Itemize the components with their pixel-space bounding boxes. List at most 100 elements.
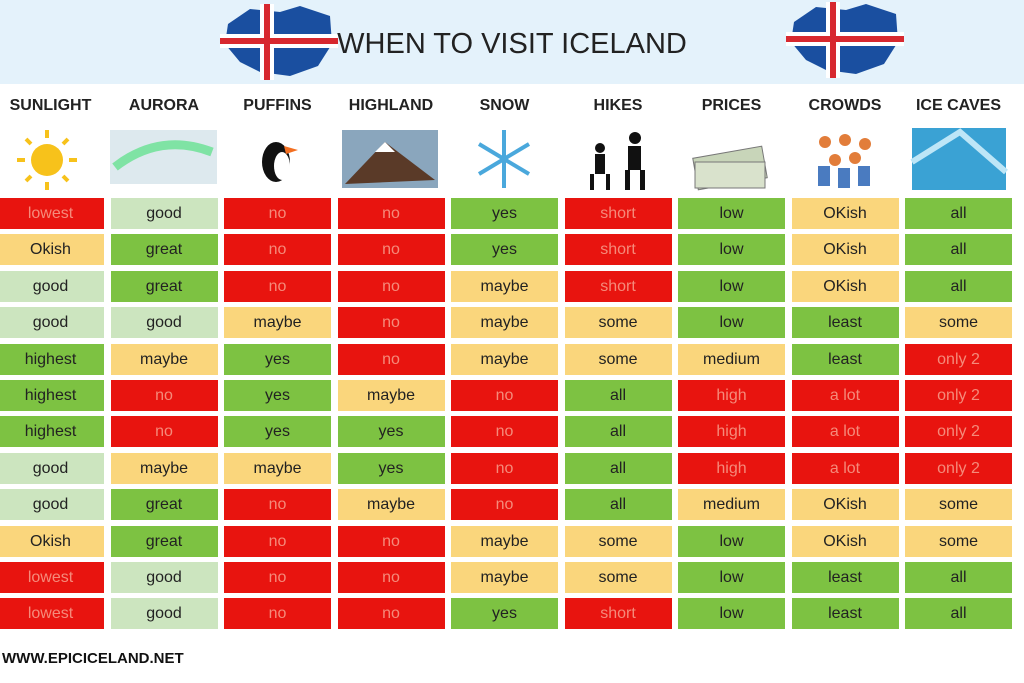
table-cell: maybe: [224, 452, 331, 484]
table-cell: highest: [0, 343, 104, 375]
table-cell: some: [564, 307, 672, 339]
table-cell: no: [224, 198, 331, 229]
table-cell: OKish: [791, 270, 899, 302]
table-cell: some: [905, 307, 1012, 339]
table-cell: no: [110, 416, 218, 448]
table-cell: a lot: [791, 380, 899, 411]
table-cell: maybe: [451, 562, 558, 593]
table-cell: great: [110, 234, 218, 266]
table-cell: no: [337, 598, 445, 630]
table-cell: low: [678, 562, 785, 593]
table-cell: high: [678, 452, 785, 484]
table-cell: lowest: [0, 598, 104, 630]
table-cell: maybe: [337, 489, 445, 521]
table-cell: no: [451, 452, 558, 484]
table-cell: all: [564, 416, 672, 448]
table-cell: maybe: [451, 270, 558, 302]
table-cell: great: [110, 525, 218, 557]
table-cell: yes: [224, 416, 331, 448]
table-cell: good: [110, 598, 218, 630]
table-cell: all: [564, 489, 672, 521]
table-cell: good: [0, 307, 104, 339]
table-cell: good: [0, 452, 104, 484]
table-cell: all: [905, 198, 1012, 229]
table-cell: all: [564, 452, 672, 484]
table-cell: maybe: [110, 452, 218, 484]
table-cell: high: [678, 380, 785, 411]
table-cell: maybe: [337, 380, 445, 411]
table-cell: no: [224, 234, 331, 266]
table-cell: low: [678, 525, 785, 557]
table-cell: good: [110, 562, 218, 593]
table-cell: OKish: [791, 234, 899, 266]
table-cell: highest: [0, 416, 104, 448]
table-cell: Okish: [0, 234, 104, 266]
table-cell: no: [337, 562, 445, 593]
table-cell: no: [337, 234, 445, 266]
table-cell: highest: [0, 380, 104, 411]
table-cell: low: [678, 198, 785, 229]
column-header: SNOW: [479, 97, 530, 114]
table-cell: short: [564, 198, 672, 229]
table-cell: a lot: [791, 416, 899, 448]
table-cell: some: [905, 489, 1012, 521]
table-cell: no: [224, 525, 331, 557]
table-cell: good: [110, 307, 218, 339]
column-header: HIGHLAND: [348, 97, 434, 114]
table-cell: no: [337, 525, 445, 557]
table-cell: yes: [337, 452, 445, 484]
table-cell: great: [110, 270, 218, 302]
table-cell: great: [110, 489, 218, 521]
table-cell: OKish: [791, 489, 899, 521]
table-cell: short: [564, 270, 672, 302]
table-cell: all: [905, 598, 1012, 630]
table-cell: only 2: [905, 452, 1012, 484]
icons: [17, 128, 1008, 191]
title: WHEN TO VISIT ICELAND: [337, 28, 687, 60]
table-cell: no: [451, 489, 558, 521]
table-cell: only 2: [905, 343, 1012, 375]
table-cell: yes: [451, 234, 558, 266]
table-cell: yes: [224, 380, 331, 411]
table-cell: least: [791, 307, 899, 339]
table-cell: yes: [224, 343, 331, 375]
table-cell: low: [678, 234, 785, 266]
table-cell: only 2: [905, 416, 1012, 448]
table-cell: medium: [678, 489, 785, 521]
table-cell: some: [564, 343, 672, 375]
table-cell: all: [564, 380, 672, 411]
table-cell: maybe: [451, 307, 558, 339]
column-header: ICE CAVES: [915, 97, 1002, 114]
table-cell: a lot: [791, 452, 899, 484]
table-cell: low: [678, 307, 785, 339]
table-cell: low: [678, 270, 785, 302]
table-cell: maybe: [451, 343, 558, 375]
column-header: AURORA: [128, 97, 200, 114]
table-cell: good: [0, 270, 104, 302]
table-cell: some: [564, 562, 672, 593]
table-cell: no: [337, 270, 445, 302]
table-cell: some: [564, 525, 672, 557]
table-cell: no: [224, 562, 331, 593]
table-cell: all: [905, 562, 1012, 593]
table-cell: no: [451, 380, 558, 411]
table-cell: good: [0, 489, 104, 521]
table-cell: yes: [451, 198, 558, 229]
table-cell: OKish: [791, 198, 899, 229]
table-cell: high: [678, 416, 785, 448]
table-cell: maybe: [110, 343, 218, 375]
table-cell: yes: [337, 416, 445, 448]
column-header: PUFFINS: [243, 97, 312, 114]
table-cell: short: [564, 234, 672, 266]
table-cell: maybe: [224, 307, 331, 339]
table-cell: no: [337, 343, 445, 375]
table-cell: some: [905, 525, 1012, 557]
table-cell: lowest: [0, 198, 104, 229]
table-cell: lowest: [0, 562, 104, 593]
table-cell: short: [564, 598, 672, 630]
table-cell: least: [791, 343, 899, 375]
table-cell: no: [337, 307, 445, 339]
table-cell: no: [337, 198, 445, 229]
column-header: SUNLIGHT: [9, 97, 92, 114]
table-cell: no: [224, 270, 331, 302]
